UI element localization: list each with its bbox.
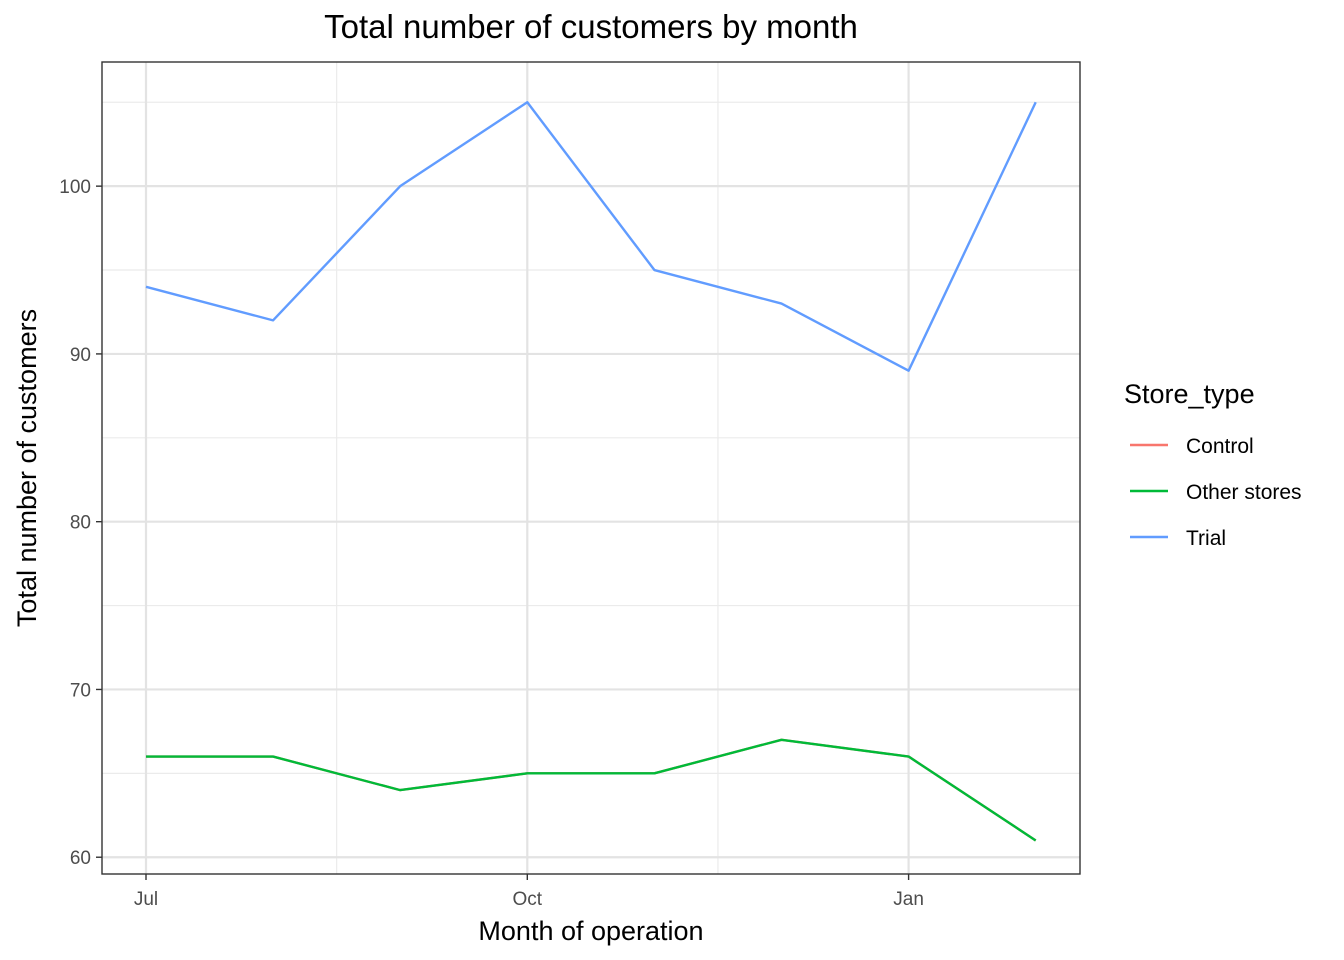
legend: Store_type Control Other stores Trial xyxy=(1124,379,1302,550)
x-axis: Jul Oct Jan xyxy=(134,874,924,910)
y-axis-title: Total number of customers xyxy=(12,309,42,627)
legend-label-control: Control xyxy=(1186,435,1254,458)
legend-items: Control Other stores Trial xyxy=(1130,435,1302,550)
y-axis: 60 70 80 90 100 xyxy=(59,177,102,869)
plot-border xyxy=(101,61,1081,875)
legend-title: Store_type xyxy=(1124,379,1255,409)
x-tick-label: Oct xyxy=(513,889,543,910)
x-axis-title: Month of operation xyxy=(478,916,703,946)
plot-panel xyxy=(102,62,1080,874)
y-tick-label: 60 xyxy=(70,848,91,869)
series-lines xyxy=(145,101,1037,842)
y-tick-label: 100 xyxy=(59,177,91,198)
y-tick-label: 80 xyxy=(70,513,91,534)
y-tick-label: 90 xyxy=(70,345,91,366)
series-line-other-stores xyxy=(146,738,1037,842)
minor-gridlines xyxy=(102,62,1080,874)
series-line-trial xyxy=(145,101,1037,372)
x-tick-label: Jan xyxy=(893,889,924,910)
y-tick-label: 70 xyxy=(70,680,91,701)
legend-label-other-stores: Other stores xyxy=(1186,481,1302,504)
chart-title: Total number of customers by month xyxy=(324,8,858,45)
x-tick-label: Jul xyxy=(134,889,158,910)
major-gridlines xyxy=(102,62,1080,874)
legend-label-trial: Trial xyxy=(1186,527,1226,550)
